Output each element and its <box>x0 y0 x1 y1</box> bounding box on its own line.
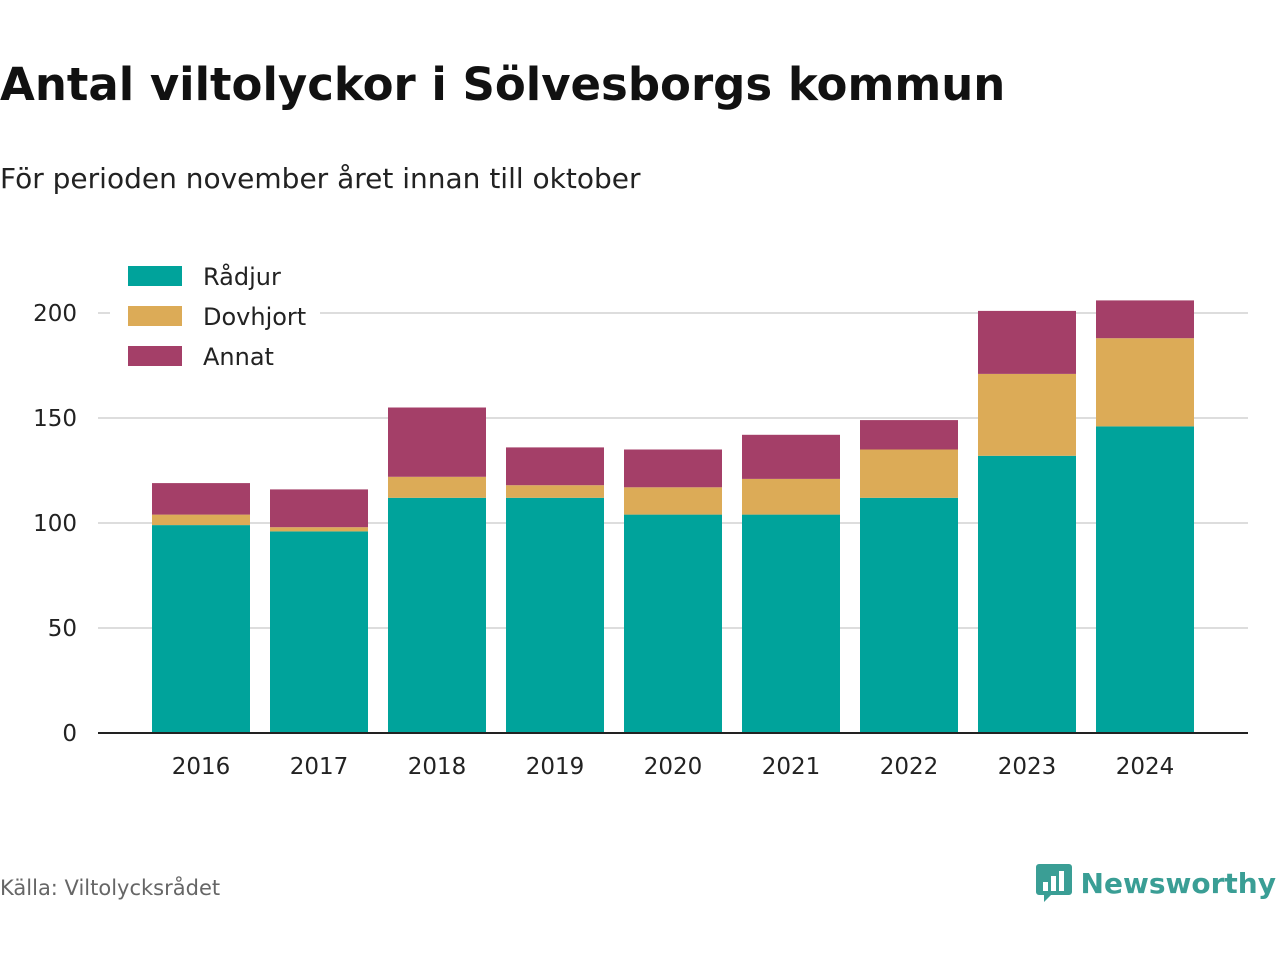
y-tick-label: 150 <box>33 406 77 432</box>
bar-annat-2019 <box>506 447 604 486</box>
bar-annat-2018 <box>388 407 486 477</box>
chart-title: Antal viltolyckor i Sölvesborgs kommun <box>0 58 1006 111</box>
legend-label-rådjur: Rådjur <box>203 262 281 291</box>
bar-rådjur-2019 <box>506 497 604 733</box>
source-note: Källa: Viltolycksrådet <box>0 876 221 900</box>
bar-rådjur-2024 <box>1096 426 1194 733</box>
legend-label-annat: Annat <box>203 343 274 371</box>
brand-logo: Newsworthy <box>1035 862 1276 904</box>
bar-annat-2024 <box>1096 300 1194 339</box>
x-tick-label: 2024 <box>1116 754 1175 780</box>
bar-rådjur-2021 <box>742 514 840 733</box>
bar-dovhjort-2020 <box>624 487 722 515</box>
x-tick-label: 2023 <box>998 754 1057 780</box>
y-tick-label: 50 <box>48 616 77 642</box>
bar-dovhjort-2016 <box>152 514 250 526</box>
bar-annat-2016 <box>152 483 250 515</box>
legend-label-dovhjort: Dovhjort <box>203 303 306 331</box>
bar-rådjur-2023 <box>978 455 1076 733</box>
bar-dovhjort-2023 <box>978 373 1076 456</box>
axis-layer: 0 50 100 150 200 2016 2017 2018 2019 2020 2021 2022… <box>33 301 1248 780</box>
bar-annat-2017 <box>270 489 368 528</box>
bar-dovhjort-2017 <box>270 527 368 532</box>
bar-dovhjort-2018 <box>388 476 486 498</box>
bar-layer <box>152 300 1194 733</box>
x-tick-label: 2017 <box>290 754 349 780</box>
y-tick-label: 100 <box>33 511 77 537</box>
x-tick-label: 2018 <box>408 754 467 780</box>
x-tick-label: 2019 <box>526 754 585 780</box>
bar-annat-2021 <box>742 434 840 479</box>
newsworthy-logo-icon <box>1035 864 1072 902</box>
x-tick-label: 2021 <box>762 754 821 780</box>
legend-swatch-annat <box>128 346 182 366</box>
bar-annat-2022 <box>860 420 958 450</box>
y-tick-label: 200 <box>33 301 77 327</box>
bar-dovhjort-2021 <box>742 478 840 515</box>
y-tick-label: 0 <box>62 721 77 747</box>
bar-rådjur-2022 <box>860 497 958 733</box>
x-tick-label: 2016 <box>172 754 231 780</box>
x-tick-label: 2022 <box>880 754 939 780</box>
bar-rådjur-2018 <box>388 497 486 733</box>
legend: Rådjur Dovhjort Annat <box>110 255 320 380</box>
bar-dovhjort-2022 <box>860 449 958 498</box>
legend-swatch-dovhjort <box>128 306 182 326</box>
x-tick-label: 2020 <box>644 754 703 780</box>
bar-rådjur-2020 <box>624 514 722 733</box>
legend-swatch-rådjur <box>128 266 182 286</box>
chart-subtitle: För perioden november året innan till ok… <box>0 162 641 195</box>
bar-rådjur-2016 <box>152 525 250 733</box>
bar-rådjur-2017 <box>270 531 368 733</box>
bar-annat-2020 <box>624 449 722 488</box>
brand-name: Newsworthy <box>1080 866 1276 900</box>
bar-annat-2023 <box>978 310 1076 374</box>
bar-dovhjort-2019 <box>506 485 604 498</box>
bar-dovhjort-2024 <box>1096 338 1194 427</box>
